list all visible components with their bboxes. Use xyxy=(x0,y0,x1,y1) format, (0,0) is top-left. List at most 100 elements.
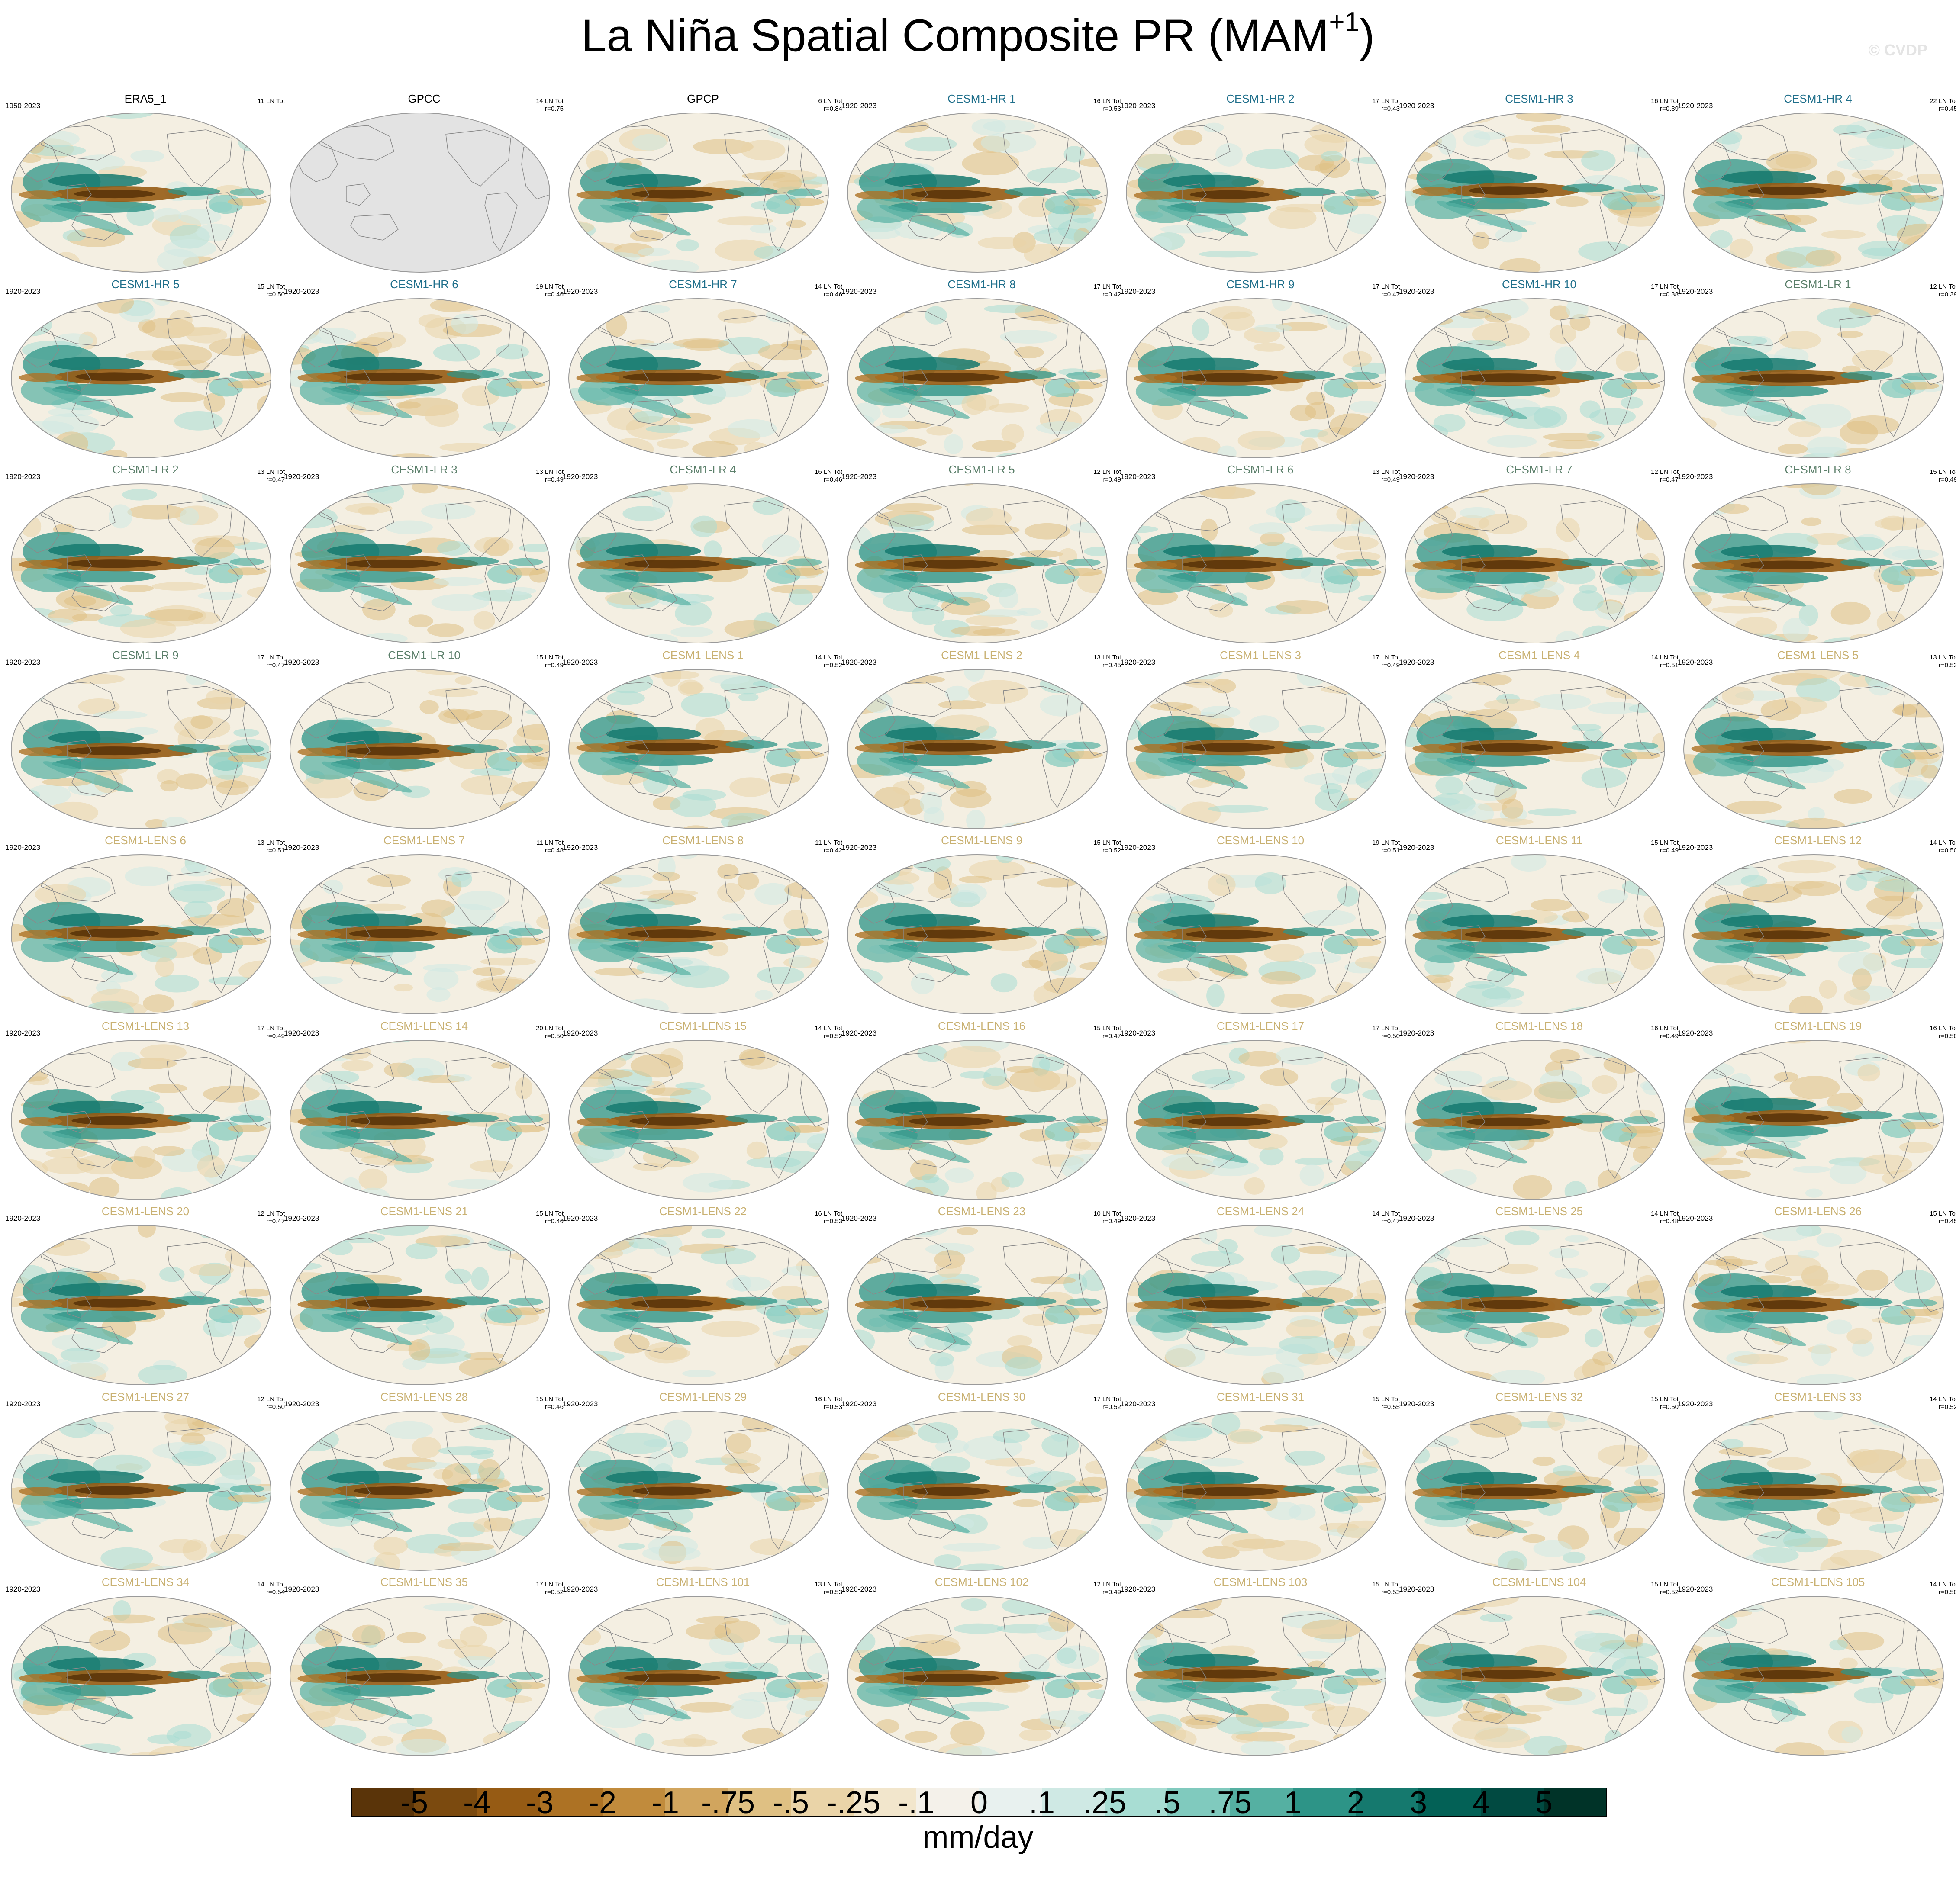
panel-title: CESM1-LENS 4 xyxy=(1498,648,1580,662)
panel-period: 1920-2023 xyxy=(1678,658,1713,666)
map-panel: CESM1-HR 9 1920-2023 17 LN Tot r=0.47 xyxy=(1120,278,1400,464)
map-panel: CESM1-LENS 24 1920-2023 14 LN Tot r=0.47 xyxy=(1120,1205,1400,1391)
map-panel: CESM1-LENS 14 1920-2023 20 LN Tot r=0.50 xyxy=(284,1020,564,1206)
map-panel: CESM1-LENS 20 1920-2023 12 LN Tot r=0.47 xyxy=(5,1205,285,1391)
panel-pattern-correlation: r=0.48 xyxy=(1660,1218,1679,1225)
panel-pattern-correlation: r=0.51 xyxy=(266,847,285,854)
panel-pattern-correlation: r=0.55 xyxy=(1381,1403,1400,1411)
colorbar-swatch xyxy=(916,1788,980,1817)
panel-pattern-correlation: r=0.52 xyxy=(1102,847,1121,854)
global-map xyxy=(1126,113,1386,273)
map-panel: CESM1-LENS 4 1920-2023 14 LN Tot r=0.51 xyxy=(1399,648,1679,835)
panel-event-count: 14 LN Tot xyxy=(257,1581,285,1588)
map-panel: CESM1-LENS 21 1920-2023 15 LN Tot r=0.46 xyxy=(284,1205,564,1391)
global-map xyxy=(568,113,829,273)
map-panel-grid: ERA5_1 1950-2023 11 LN Tot GPCC 14 LN Tot r=0… xyxy=(5,92,1956,1762)
panel-period: 1920-2023 xyxy=(1120,102,1156,110)
map-panel: CESM1-LENS 29 1920-2023 16 LN Tot r=0.53 xyxy=(563,1390,842,1576)
panel-pattern-correlation: r=0.45 xyxy=(1939,105,1956,113)
panel-period: 1920-2023 xyxy=(5,843,41,852)
panel-pattern-correlation: r=0.52 xyxy=(1939,1403,1956,1411)
global-map xyxy=(1405,113,1665,273)
map-panel: CESM1-LENS 5 1920-2023 13 LN Tot r=0.53 xyxy=(1678,649,1956,835)
panel-pattern-correlation: r=0.45 xyxy=(1939,1218,1956,1225)
global-map xyxy=(1405,1039,1665,1200)
panel-title: CESM1-LENS 102 xyxy=(934,1576,1029,1589)
map-panel: CESM1-LENS 8 1920-2023 11 LN Tot r=0.42 xyxy=(563,834,842,1020)
panel-title: CESM1-LENS 21 xyxy=(380,1205,468,1218)
panel-period: 1920-2023 xyxy=(1678,473,1713,481)
global-map xyxy=(1126,1596,1386,1756)
map-panel: CESM1-HR 2 1920-2023 17 LN Tot r=0.43 xyxy=(1120,92,1400,278)
panel-pattern-correlation: r=0.49 xyxy=(1102,476,1121,483)
map-panel: CESM1-LENS 34 1920-2023 14 LN Tot r=0.54 xyxy=(5,1576,285,1762)
panel-title: CESM1-LENS 8 xyxy=(662,834,744,847)
panel-pattern-correlation: r=0.51 xyxy=(1381,847,1400,854)
global-map xyxy=(11,1039,271,1200)
global-map xyxy=(1126,669,1386,829)
panel-event-count: 14 LN Tot xyxy=(1930,1395,1956,1403)
panel-title: CESM1-LR 7 xyxy=(1506,463,1573,476)
global-map xyxy=(290,1410,550,1571)
global-map xyxy=(847,298,1108,458)
global-map xyxy=(1126,483,1386,643)
panel-event-count: 16 LN Tot xyxy=(815,1395,842,1403)
global-map xyxy=(1683,854,1944,1014)
colorbar-tick-label: 4 xyxy=(1472,1785,1490,1820)
map-panel: CESM1-LR 6 1920-2023 13 LN Tot r=0.49 xyxy=(1120,463,1400,649)
panel-title: CESM1-LENS 34 xyxy=(101,1576,190,1589)
panel-title: CESM1-LR 5 xyxy=(948,463,1015,476)
colorbar-swatch xyxy=(1356,1788,1419,1817)
panel-pattern-correlation: r=0.49 xyxy=(266,1032,285,1040)
panel-title: ERA5_1 xyxy=(124,92,167,105)
colorbar-tick-label: .75 xyxy=(1208,1785,1252,1820)
panel-event-count: 15 LN Tot xyxy=(536,1395,564,1403)
panel-pattern-correlation: r=0.50 xyxy=(1939,1032,1956,1040)
panel-event-count: 17 LN Tot xyxy=(1372,653,1400,661)
global-map xyxy=(568,1225,829,1385)
panel-event-count: 16 LN Tot xyxy=(815,468,842,476)
panel-title: CESM1-LENS 10 xyxy=(1216,834,1305,847)
panel-title: CESM1-LENS 31 xyxy=(1216,1390,1305,1403)
map-panel: CESM1-HR 10 1920-2023 17 LN Tot r=0.38 xyxy=(1399,278,1679,464)
panel-period: 1920-2023 xyxy=(1399,1399,1434,1408)
global-map xyxy=(1126,1039,1386,1200)
panel-pattern-correlation: r=0.50 xyxy=(266,290,285,298)
global-map xyxy=(1405,298,1665,458)
panel-period: 1920-2023 xyxy=(841,102,877,110)
global-map xyxy=(1126,1225,1386,1385)
colorbar-tick-label: 1 xyxy=(1284,1785,1302,1820)
panel-pattern-correlation: r=0.46 xyxy=(824,290,842,298)
panel-pattern-correlation: r=0.53 xyxy=(824,1403,842,1411)
panel-pattern-correlation: r=0.46 xyxy=(545,290,564,298)
panel-title: CESM1-LENS 7 xyxy=(383,834,465,847)
panel-title: CESM1-LENS 25 xyxy=(1495,1205,1583,1218)
map-panel: CESM1-HR 6 1920-2023 19 LN Tot r=0.46 xyxy=(284,278,564,464)
global-map xyxy=(847,1225,1108,1385)
panel-pattern-correlation: r=0.53 xyxy=(1381,1589,1400,1596)
panel-event-count: 17 LN Tot xyxy=(1651,283,1679,290)
panel-title: CESM1-LR 8 xyxy=(1785,463,1851,476)
map-panel: CESM1-LENS 16 1920-2023 15 LN Tot r=0.47 xyxy=(841,1020,1121,1206)
map-panel: CESM1-LENS 11 1920-2023 15 LN Tot r=0.49 xyxy=(1399,834,1679,1020)
panel-period: 1920-2023 xyxy=(1678,287,1713,296)
panel-period: 1920-2023 xyxy=(284,1585,319,1593)
panel-pattern-correlation: r=0.52 xyxy=(1660,1589,1679,1596)
panel-event-count: 14 LN Tot xyxy=(1372,1210,1400,1217)
panel-event-count: 13 LN Tot xyxy=(815,1581,842,1588)
panel-pattern-correlation: r=0.49 xyxy=(1660,847,1679,854)
panel-period: 1920-2023 xyxy=(1120,1214,1156,1222)
panel-title: CESM1-LR 9 xyxy=(112,648,179,662)
panel-title: CESM1-LENS 105 xyxy=(1771,1576,1865,1589)
panel-event-count: 17 LN Tot xyxy=(536,1581,564,1588)
panel-period: 1920-2023 xyxy=(284,1029,319,1037)
panel-pattern-correlation: r=0.49 xyxy=(1381,476,1400,483)
panel-pattern-correlation: r=0.52 xyxy=(824,661,842,669)
map-panel: CESM1-LENS 18 1920-2023 16 LN Tot r=0.49 xyxy=(1399,1020,1679,1206)
global-map xyxy=(1405,1596,1665,1756)
global-map xyxy=(290,1225,550,1385)
global-map xyxy=(11,298,271,458)
panel-period: 1920-2023 xyxy=(1120,473,1156,481)
panel-event-count: 15 LN Tot xyxy=(257,283,285,290)
panel-title: CESM1-LENS 24 xyxy=(1216,1205,1305,1218)
